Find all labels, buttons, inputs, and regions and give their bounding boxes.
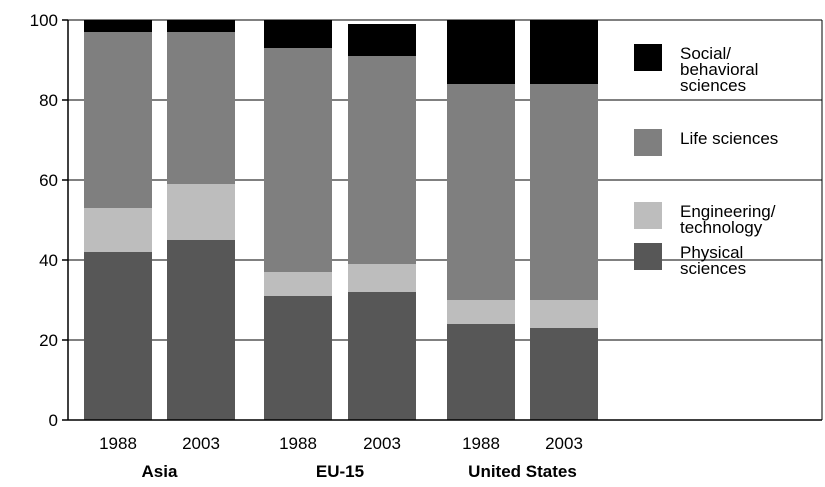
legend-swatch-3 (634, 243, 662, 270)
y-tick-label-40: 40 (39, 251, 58, 270)
bar-asia-1988-series-0 (84, 252, 152, 420)
bar-united-states-2003-series-1 (530, 300, 598, 328)
group-label-united-states: United States (468, 462, 577, 481)
legend-label-1: Life sciences (680, 129, 778, 148)
x-tick-label-5: 2003 (545, 434, 583, 453)
bars (84, 20, 598, 420)
bar-asia-1988-series-3 (84, 20, 152, 32)
bar-eu-15-2003-series-2 (348, 56, 416, 264)
x-tick-label-3: 2003 (363, 434, 401, 453)
legend-label-3: Physical sciences (680, 243, 746, 278)
bar-asia-1988-series-2 (84, 32, 152, 208)
bar-asia-2003-series-2 (167, 32, 235, 184)
bar-united-states-1988-series-0 (447, 324, 515, 420)
bar-eu-15-1988-series-0 (264, 296, 332, 420)
legend-label-0: Social/behavioral sciences (680, 44, 758, 95)
x-tick-label-1: 2003 (182, 434, 220, 453)
bar-united-states-1988-series-1 (447, 300, 515, 324)
bar-asia-2003-series-3 (167, 20, 235, 32)
bar-eu-15-2003-series-0 (348, 292, 416, 420)
legend-swatch-0 (634, 44, 662, 71)
y-tick-label-100: 100 (30, 11, 58, 30)
bar-asia-2003-series-1 (167, 184, 235, 240)
bar-eu-15-1988-series-3 (264, 20, 332, 48)
legend-swatch-2 (634, 202, 662, 229)
x-tick-label-4: 1988 (462, 434, 500, 453)
bar-eu-15-2003-series-1 (348, 264, 416, 292)
x-tick-label-2: 1988 (279, 434, 317, 453)
bar-eu-15-1988-series-2 (264, 48, 332, 272)
y-tick-label-60: 60 (39, 171, 58, 190)
bar-united-states-1988-series-2 (447, 84, 515, 300)
bar-eu-15-1988-series-1 (264, 272, 332, 296)
group-label-asia: Asia (142, 462, 178, 481)
group-label-eu-15: EU-15 (316, 462, 364, 481)
legend: Social/behavioral sciences Life sciences En… (634, 44, 778, 278)
bar-eu-15-2003-series-3 (348, 24, 416, 56)
y-tick-label-0: 0 (49, 411, 58, 430)
y-tick-label-80: 80 (39, 91, 58, 110)
bar-united-states-1988-series-3 (447, 20, 515, 84)
y-tick-label-20: 20 (39, 331, 58, 350)
bar-united-states-2003-series-2 (530, 84, 598, 300)
legend-label-2: Engineering/technology (680, 202, 776, 237)
bar-asia-2003-series-0 (167, 240, 235, 420)
legend-swatch-1 (634, 129, 662, 156)
x-tick-label-0: 1988 (99, 434, 137, 453)
bar-united-states-2003-series-3 (530, 20, 598, 84)
bar-asia-1988-series-1 (84, 208, 152, 252)
bar-united-states-2003-series-0 (530, 328, 598, 420)
